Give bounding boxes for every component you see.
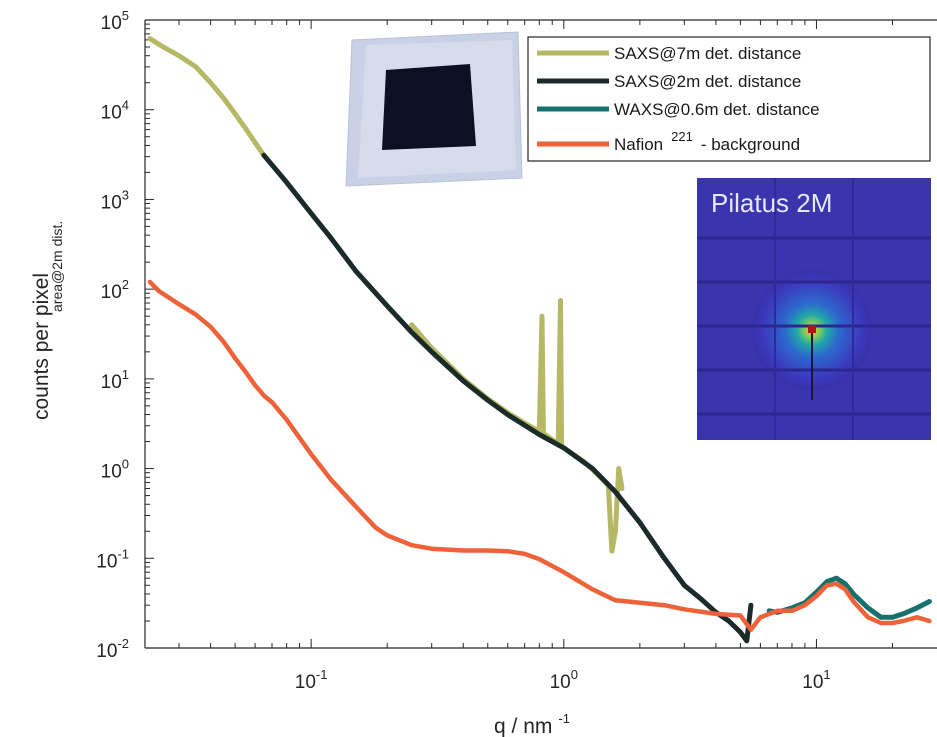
y-tick-label: 105 (101, 8, 129, 34)
legend-label: Nafion 221- background (614, 129, 800, 154)
legend-label: SAXS@2m det. distance (614, 72, 801, 91)
legend-label: WAXS@0.6m det. distance (614, 100, 820, 119)
series-line-3 (766, 575, 932, 620)
y-tick-label: 102 (101, 277, 129, 303)
detector-label: Pilatus 2M (711, 188, 832, 218)
x-axis-label: q / nm -1 (494, 711, 570, 737)
y-axis-label: counts per pixel (30, 273, 53, 420)
series-line-4 (147, 279, 932, 632)
axis-ticks (145, 19, 894, 649)
series-line-0 (147, 36, 267, 158)
y-tick-label: 100 (101, 457, 129, 483)
sample-photo-inset (338, 28, 526, 190)
legend-item-saxs-2m: SAXS@2m det. distance (537, 72, 801, 91)
y-tick-label: 101 (101, 367, 129, 393)
y-tick-label: 10-1 (96, 546, 129, 572)
series-line-1 (409, 297, 625, 554)
legend-label: SAXS@7m det. distance (614, 44, 801, 63)
y-tick-label: 104 (101, 98, 129, 124)
x-tick-label: 101 (802, 667, 830, 693)
legend: SAXS@7m det. distance SAXS@2m det. dista… (527, 36, 931, 162)
x-tick-label: 100 (550, 667, 578, 693)
series-layer (147, 36, 932, 644)
y-tick-labels: 10-2 10-1 100 101 102 103 104 105 (96, 8, 129, 662)
detector-image-inset: Pilatus 2M (697, 178, 931, 440)
y-tick-label: 103 (101, 187, 129, 213)
y-tick-label: 10-2 (96, 636, 129, 662)
y-axis-sublabel: area@2m dist. (49, 221, 65, 312)
legend-item-nafion: Nafion 221- background (537, 129, 800, 154)
x-tick-labels: 10-1 100 101 (295, 667, 831, 693)
series-line-2 (261, 152, 754, 644)
legend-item-waxs: WAXS@0.6m det. distance (537, 100, 820, 119)
legend-item-saxs-7m: SAXS@7m det. distance (537, 44, 801, 63)
x-tick-label: 10-1 (295, 667, 328, 693)
